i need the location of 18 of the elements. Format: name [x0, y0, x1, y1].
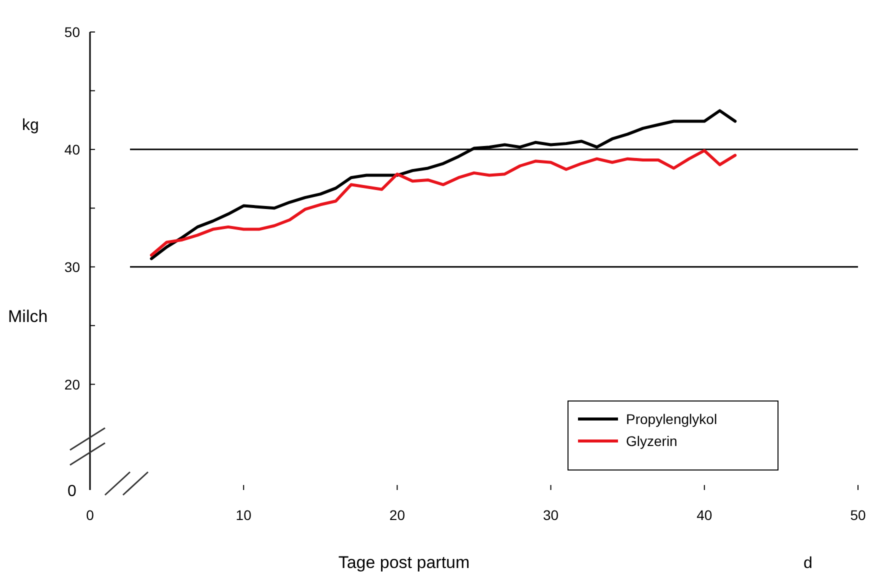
legend-label: Propylenglykol	[626, 411, 718, 427]
y-tick-label: 30	[64, 258, 80, 275]
y-tick-label: 20	[64, 376, 80, 392]
y-tick-label: 50	[64, 24, 80, 40]
y-axis-title: Milch	[8, 307, 48, 326]
y-tick-label: 40	[64, 141, 80, 158]
x-tick-label: 0	[86, 507, 94, 523]
x-tick-label: 40	[696, 507, 712, 523]
x-tick-label: 20	[389, 507, 406, 523]
legend-label: Glyzerin	[626, 433, 678, 449]
text: 0	[68, 483, 77, 500]
line-series	[150, 149, 737, 257]
text: kg	[22, 117, 39, 134]
x-tick-label: 10	[236, 507, 252, 523]
text: d	[804, 555, 812, 572]
x-tick-label: 50	[850, 507, 866, 523]
x-axis-title: Tage post partum	[338, 553, 470, 572]
x-tick-label: 30	[543, 507, 559, 523]
